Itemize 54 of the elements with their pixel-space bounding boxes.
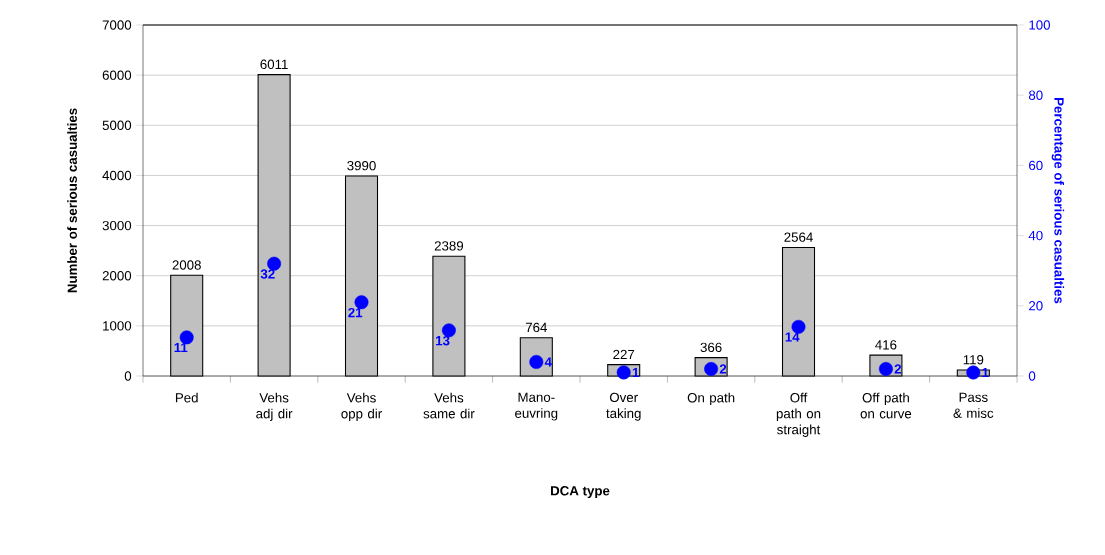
data-label: 2389 xyxy=(434,241,464,251)
y-axis-title: Number of serious casualties xyxy=(67,108,77,293)
data-label: 2 xyxy=(894,364,902,374)
x-tick-label: Off path on straight xyxy=(776,392,821,437)
point xyxy=(354,295,369,310)
point xyxy=(616,365,631,380)
data-label: 2564 xyxy=(784,232,813,242)
point xyxy=(179,330,194,345)
y-tick-label: 5000 xyxy=(102,120,132,130)
x-tick-label: Vehs opp dir xyxy=(341,392,382,422)
x-tick-label: Ped xyxy=(175,392,198,403)
point xyxy=(966,365,981,380)
point xyxy=(441,323,456,338)
y2-tick-label: 60 xyxy=(1029,160,1043,171)
y-tick-label: 3000 xyxy=(102,220,132,231)
point xyxy=(791,319,806,334)
y2-tick-label: 40 xyxy=(1028,230,1043,241)
y-tick-label: 0 xyxy=(124,371,132,381)
data-label: 32 xyxy=(260,269,275,279)
y2-tick-label: 0 xyxy=(1028,371,1036,381)
data-label: 6011 xyxy=(260,59,288,69)
x-tick-label: Off path on curve xyxy=(860,392,912,419)
data-label: 764 xyxy=(525,322,547,333)
data-label: 14 xyxy=(785,332,800,342)
data-label: 21 xyxy=(348,307,363,318)
data-label: 227 xyxy=(613,349,635,360)
point xyxy=(267,256,282,271)
y-tick-label: 2000 xyxy=(102,271,132,281)
data-label: 1 xyxy=(632,367,639,378)
y2-tick-label: 80 xyxy=(1028,90,1043,100)
y-tick-label: 7000 xyxy=(102,20,132,30)
y-tick-label: 6000 xyxy=(102,70,132,80)
y-tick-label: 4000 xyxy=(102,170,132,181)
x-tick-label: Pass & misc xyxy=(953,392,994,418)
data-label: 13 xyxy=(436,335,450,346)
data-label: 366 xyxy=(700,342,722,353)
y2-tick-label: 20 xyxy=(1029,301,1043,311)
x-tick-label: Vehs adj dir xyxy=(256,392,293,422)
y-tick-label: 1000 xyxy=(103,321,132,331)
data-label: 4 xyxy=(544,357,552,367)
y2-tick-label: 100 xyxy=(1029,20,1051,30)
x-axis-title: DCA type xyxy=(551,486,610,499)
x-tick-label: Vehs same dir xyxy=(423,392,475,419)
data-label: 2 xyxy=(719,364,727,374)
data-label: 3990 xyxy=(347,160,376,171)
x-tick-label: On path xyxy=(687,392,735,406)
x-tick-label: Mano-euvring xyxy=(515,392,558,421)
data-label: 11 xyxy=(174,342,188,353)
x-tick-label: Over taking xyxy=(606,392,641,421)
data-label: 119 xyxy=(963,355,984,365)
data-label: 2008 xyxy=(172,260,201,270)
data-label: 416 xyxy=(875,340,897,350)
y2-axis-title: Percentage of serious casualties xyxy=(1051,98,1065,304)
data-label: 1 xyxy=(982,367,989,378)
